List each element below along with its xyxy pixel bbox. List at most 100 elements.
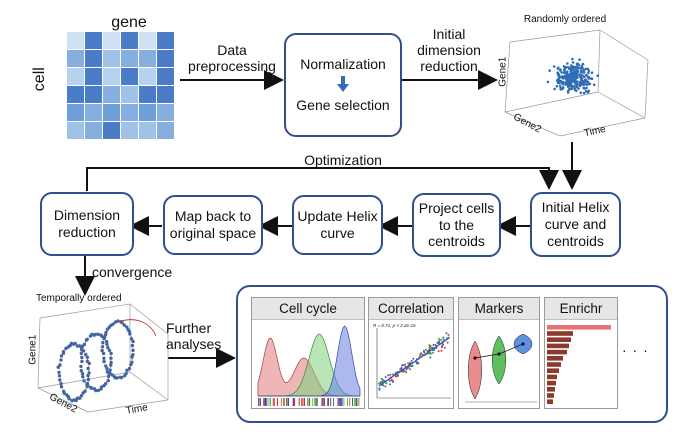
- scatter-point: [561, 77, 565, 80]
- scatter-point: [556, 67, 560, 70]
- helix-point: [104, 364, 108, 368]
- scatter-point: [567, 85, 570, 88]
- scatter-point: [585, 83, 589, 86]
- scatter-point: [573, 79, 577, 83]
- heatmap-cell: [157, 32, 174, 49]
- violin-trend-line: [474, 343, 524, 359]
- scatter-point: [565, 80, 569, 83]
- helix-frame-line: [39, 303, 131, 319]
- helix-point: [102, 359, 106, 364]
- scatter-point: [580, 74, 583, 77]
- scatter-point: [565, 77, 568, 81]
- scatter-point: [576, 70, 579, 74]
- scatter-point: [561, 75, 564, 78]
- scatter-point: [559, 68, 562, 71]
- scatter-point: [573, 78, 577, 82]
- scatter-point: [567, 85, 570, 89]
- corr-point: [391, 380, 394, 382]
- scatter-point: [596, 74, 600, 77]
- scatter-point: [574, 80, 578, 84]
- correlation-title: Correlation: [369, 298, 453, 320]
- scatter-point: [557, 66, 560, 70]
- scatter-point: [580, 77, 583, 80]
- scatter-point: [563, 67, 567, 70]
- scatter-point: [562, 76, 566, 79]
- scatter-point: [572, 78, 575, 82]
- scatter-point: [568, 80, 571, 84]
- enrichr-bar: [547, 393, 554, 398]
- helix-frame-line: [129, 303, 169, 335]
- helix-point: [73, 341, 77, 346]
- scatter-point: [570, 67, 573, 70]
- scatter-point: [546, 80, 550, 84]
- scatter-point: [573, 66, 577, 69]
- enrichr-bar: [547, 374, 557, 380]
- scatter-point: [569, 78, 573, 81]
- heatmap-cell: [121, 122, 138, 139]
- helix-point: [124, 372, 128, 376]
- helix-curve: [80, 333, 112, 391]
- scatter-point: [570, 83, 573, 87]
- scatter-point: [575, 89, 578, 93]
- helix-point: [104, 382, 108, 386]
- scatter-point: [566, 77, 570, 80]
- scatter-point: [566, 73, 570, 77]
- helix-point: [79, 394, 84, 398]
- heatmap-cell: [103, 86, 120, 103]
- scatter-point: [570, 73, 574, 76]
- scatter-point: [575, 82, 578, 85]
- helix-point: [108, 368, 112, 372]
- helix-point: [64, 346, 68, 351]
- corr-point: [419, 353, 422, 356]
- normalization-box: Normalization Gene selection: [284, 33, 402, 137]
- scatter-point: [586, 81, 590, 84]
- correlation-stat: R = 0.71, p < 2.2e-16: [373, 323, 416, 328]
- scatter-point: [574, 77, 578, 80]
- scatter-point: [572, 76, 575, 79]
- scatter-frame-line: [597, 29, 601, 93]
- heatmap-cell: [67, 68, 84, 85]
- scatter-point: [557, 73, 561, 76]
- helix-point: [100, 334, 104, 339]
- scatter-point: [584, 79, 588, 82]
- scatter-point: [561, 75, 564, 79]
- scatter-point: [575, 71, 579, 74]
- corr-point: [428, 346, 431, 349]
- scatter-point: [577, 87, 580, 90]
- corr-point: [380, 377, 383, 380]
- helix-point: [105, 339, 109, 344]
- helix-point: [109, 360, 113, 365]
- scatter-point: [573, 84, 576, 88]
- helix-point: [59, 354, 64, 358]
- scatter-point: [578, 84, 582, 87]
- cell-cycle-panel: Cell cycle: [251, 297, 365, 409]
- normalization-label: Normalization: [300, 55, 386, 72]
- scatter-point: [556, 78, 560, 81]
- scatter-point: [558, 84, 562, 88]
- helix-point: [94, 388, 98, 393]
- enrichr-bar: [547, 362, 561, 367]
- scatter-point: [571, 71, 574, 75]
- scatter-point: [562, 65, 566, 68]
- scatter-point: [571, 61, 575, 64]
- scatter-point: [578, 58, 581, 61]
- scatter-point: [582, 82, 586, 86]
- scatter-point: [575, 75, 578, 78]
- corr-point: [405, 371, 408, 374]
- helix-point: [80, 348, 84, 352]
- helix-point: [80, 372, 85, 376]
- scatter-point: [578, 81, 581, 85]
- scatter-point: [575, 71, 579, 74]
- scatter-point: [568, 67, 571, 70]
- cell-cycle-density-chart: [257, 325, 361, 406]
- helix-point: [80, 344, 85, 348]
- helix-point: [83, 389, 87, 393]
- scatter-point: [582, 86, 585, 90]
- helix-point: [90, 332, 94, 336]
- helix-point: [86, 366, 90, 371]
- gene-selection-label: Gene selection: [296, 97, 390, 114]
- scatter-point: [571, 67, 574, 70]
- heatmap-cell: [67, 50, 84, 67]
- scatter-point: [581, 74, 584, 77]
